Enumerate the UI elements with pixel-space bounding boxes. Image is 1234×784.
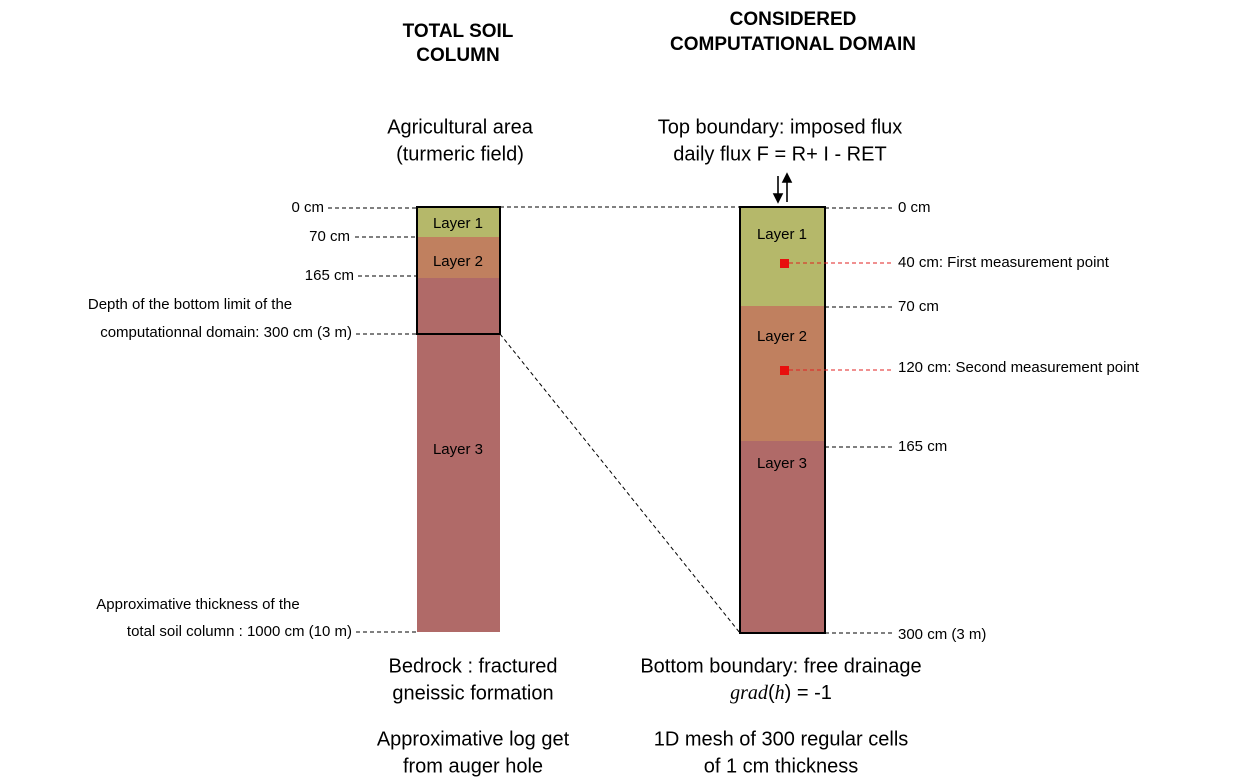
caption: of 1 cm thickness: [704, 755, 859, 777]
depth-label: 120 cm: Second measurement point: [898, 359, 1140, 376]
caption: Approximative log get: [377, 728, 570, 750]
depth-label: 40 cm: First measurement point: [898, 254, 1110, 271]
depth-label: 165 cm: [305, 267, 354, 284]
heading: Agricultural area: [387, 116, 534, 138]
layer-1: [417, 207, 500, 237]
measurement-point: [780, 259, 789, 268]
caption: from auger hole: [403, 755, 543, 777]
formula-part: (: [768, 682, 775, 704]
layer-3: [417, 278, 500, 632]
layer-label: Layer 3: [433, 441, 483, 458]
caption: Bottom boundary: free drainage: [640, 655, 921, 677]
formula-part: grad: [730, 682, 769, 704]
layer-label: Layer 2: [433, 253, 483, 270]
dashed-lines: [328, 206, 893, 634]
layer-label: Layer 1: [757, 226, 807, 243]
formula: grad(h) = -1: [730, 682, 832, 705]
formula-part: ) = -1: [785, 682, 832, 704]
left-column: [416, 206, 501, 632]
depth-label: Depth of the bottom limit of the: [88, 296, 292, 313]
title: CONSIDERED: [730, 9, 857, 30]
depth-label: Approximative thickness of the: [96, 596, 299, 613]
layer-label: Layer 1: [433, 215, 483, 232]
depth-label: 0 cm: [291, 199, 324, 216]
layer-2: [417, 237, 500, 278]
layer-label: Layer 2: [757, 328, 807, 345]
depth-label: computationnal domain: 300 cm (3 m): [100, 324, 352, 341]
column-outline: [739, 206, 826, 634]
flux-arrows: [772, 172, 793, 204]
depth-label: 300 cm (3 m): [898, 626, 986, 643]
dash: [499, 333, 741, 634]
title: COMPUTATIONAL DOMAIN: [670, 34, 916, 55]
heading: Top boundary: imposed flux: [658, 116, 903, 138]
layer-label: Layer 3: [757, 455, 807, 472]
formula-part: h: [775, 682, 785, 704]
right-column: [739, 206, 826, 634]
caption: 1D mesh of 300 regular cells: [654, 728, 909, 750]
depth-label: 165 cm: [898, 438, 947, 455]
title: TOTAL SOIL: [403, 21, 514, 42]
caption: Bedrock : fractured: [389, 655, 558, 677]
layer-3: [740, 441, 825, 633]
depth-label: 70 cm: [898, 298, 939, 315]
domain-outline: [416, 206, 501, 335]
heading: (turmeric field): [396, 143, 524, 165]
heading: daily flux F = R+ I - RET: [673, 143, 886, 165]
depth-label: 70 cm: [309, 228, 350, 245]
caption: gneissic formation: [392, 682, 553, 704]
measurement-point: [780, 366, 789, 375]
depth-label: 0 cm: [898, 199, 931, 216]
depth-label: total soil column : 1000 cm (10 m): [127, 623, 352, 640]
title: COLUMN: [416, 45, 499, 66]
layer-1: [740, 207, 825, 306]
